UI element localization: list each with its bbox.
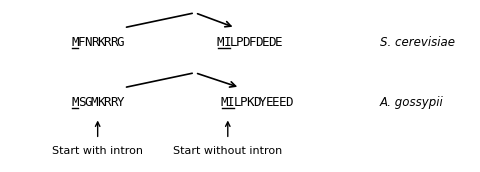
Text: K: K (97, 36, 105, 49)
Text: Y: Y (116, 96, 124, 109)
Text: G: G (84, 96, 92, 109)
Text: G: G (116, 36, 124, 49)
Text: R: R (91, 36, 98, 49)
Text: M: M (72, 36, 79, 49)
Text: N: N (84, 36, 92, 49)
Text: K: K (97, 96, 105, 109)
Text: Start with intron: Start with intron (52, 146, 143, 156)
Text: D: D (255, 36, 263, 49)
Text: R: R (110, 96, 118, 109)
Text: R: R (104, 36, 111, 49)
Text: I: I (227, 96, 235, 109)
Text: S: S (78, 96, 85, 109)
Text: E: E (265, 96, 273, 109)
Text: M: M (72, 96, 79, 109)
Text: M: M (221, 96, 228, 109)
Text: R: R (110, 36, 118, 49)
Text: L: L (230, 36, 237, 49)
Text: Start without intron: Start without intron (173, 146, 282, 156)
Text: S. cerevisiae: S. cerevisiae (380, 36, 455, 49)
Text: D: D (242, 36, 250, 49)
Text: M: M (91, 96, 98, 109)
Text: P: P (236, 36, 244, 49)
Text: Y: Y (259, 96, 267, 109)
Text: R: R (104, 96, 111, 109)
Text: D: D (285, 96, 292, 109)
Text: L: L (234, 96, 241, 109)
Text: E: E (262, 36, 269, 49)
Text: E: E (275, 36, 282, 49)
Text: D: D (253, 96, 260, 109)
Text: E: E (272, 96, 279, 109)
Text: A. gossypii: A. gossypii (380, 96, 444, 109)
Text: I: I (223, 36, 231, 49)
Text: F: F (78, 36, 85, 49)
Text: P: P (240, 96, 248, 109)
Text: F: F (249, 36, 256, 49)
Text: D: D (268, 36, 276, 49)
Text: E: E (278, 96, 286, 109)
Text: M: M (217, 36, 225, 49)
Text: K: K (246, 96, 254, 109)
